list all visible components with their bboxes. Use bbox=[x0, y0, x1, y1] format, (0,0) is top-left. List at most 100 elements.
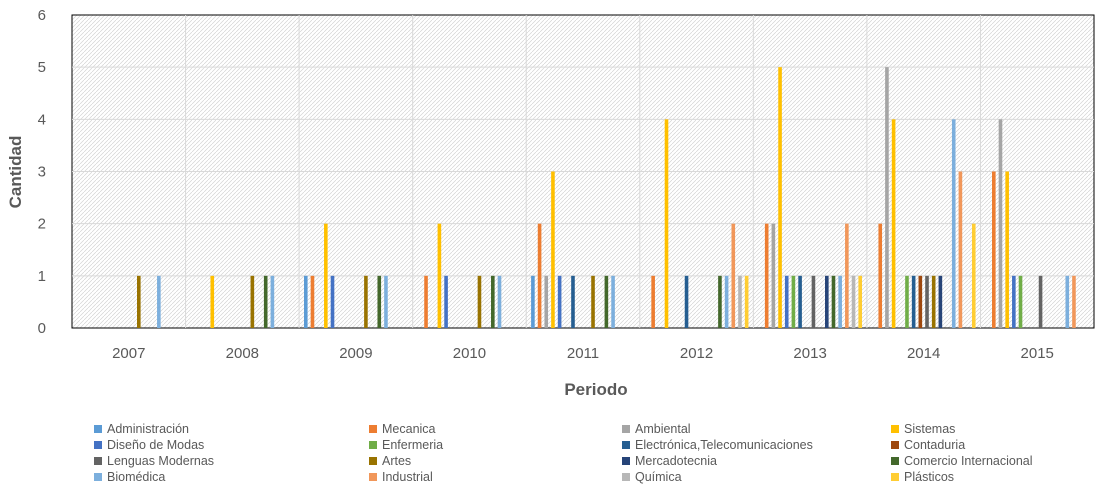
bar bbox=[1012, 275, 1016, 328]
legend-swatch bbox=[622, 425, 630, 433]
bar bbox=[477, 275, 482, 328]
legend-label: Artes bbox=[382, 454, 412, 468]
y-tick-label: 3 bbox=[38, 164, 46, 181]
bar bbox=[437, 223, 442, 328]
legend-label: Sistemas bbox=[904, 422, 956, 436]
bar bbox=[911, 275, 916, 328]
legend-item: Diseño de Modas bbox=[94, 438, 204, 454]
bars bbox=[137, 67, 1076, 329]
legend-swatch bbox=[94, 425, 102, 433]
legend-label: Enfermeria bbox=[382, 438, 444, 452]
bar bbox=[424, 275, 428, 328]
bar bbox=[798, 275, 802, 328]
bar bbox=[992, 171, 996, 328]
legend-label: Industrial bbox=[382, 470, 433, 484]
bar bbox=[1072, 275, 1076, 328]
legend-label: Mecanica bbox=[382, 422, 436, 436]
legend-swatch bbox=[94, 473, 102, 481]
legend-item: Química bbox=[622, 470, 682, 486]
bar bbox=[137, 275, 141, 328]
legend-swatch bbox=[622, 441, 630, 449]
y-axis-ticks: 0 1 2 3 4 5 6 bbox=[38, 7, 46, 337]
bar bbox=[784, 275, 789, 328]
legend-label: Diseño de Modas bbox=[107, 438, 205, 452]
bar bbox=[571, 275, 575, 328]
legend-item: Enfermeria bbox=[369, 438, 443, 454]
bar bbox=[858, 275, 863, 328]
legend-swatch bbox=[891, 441, 899, 449]
bar bbox=[838, 275, 842, 328]
legend-label: Mercadotecnia bbox=[635, 454, 717, 468]
bar bbox=[557, 275, 562, 328]
bar bbox=[537, 223, 542, 328]
bar bbox=[497, 275, 502, 328]
bar bbox=[718, 275, 722, 328]
bar bbox=[384, 275, 388, 328]
bar bbox=[731, 223, 736, 328]
legend-item: Administración bbox=[94, 422, 189, 438]
legend-swatch bbox=[369, 441, 377, 449]
bar bbox=[771, 223, 776, 328]
legend-item: Biomédica bbox=[94, 470, 165, 486]
x-tick-label: 2007 bbox=[112, 345, 145, 362]
bar bbox=[905, 275, 909, 328]
y-tick-label: 2 bbox=[38, 216, 46, 233]
legend-label: Ambiental bbox=[635, 422, 691, 436]
x-tick-label: 2015 bbox=[1021, 345, 1054, 362]
bar bbox=[778, 67, 782, 329]
bar bbox=[851, 275, 856, 328]
legend-label: Electrónica,Telecomunicaciones bbox=[635, 438, 813, 452]
x-tick-label: 2013 bbox=[793, 345, 826, 362]
legend-swatch bbox=[94, 457, 102, 465]
bar bbox=[604, 275, 609, 328]
legend-swatch bbox=[369, 457, 377, 465]
x-tick-label: 2012 bbox=[680, 345, 713, 362]
y-tick-label: 1 bbox=[38, 268, 46, 285]
gridlines bbox=[72, 15, 1094, 328]
x-tick-label: 2010 bbox=[453, 345, 486, 362]
bar bbox=[918, 275, 923, 328]
bar bbox=[998, 119, 1003, 328]
legend-label: Administración bbox=[107, 422, 189, 436]
legend-label: Contaduria bbox=[904, 438, 966, 452]
legend-item: Artes bbox=[369, 454, 411, 470]
y-tick-label: 5 bbox=[38, 59, 46, 76]
bar bbox=[250, 275, 255, 328]
bar bbox=[811, 275, 816, 328]
legend-item: Contaduria bbox=[891, 438, 965, 454]
bar bbox=[310, 275, 315, 328]
x-axis-title: Periodo bbox=[564, 380, 627, 399]
legend-item: Electrónica,Telecomunicaciones bbox=[622, 438, 813, 454]
y-tick-label: 6 bbox=[38, 7, 46, 24]
bar bbox=[764, 223, 769, 328]
bar bbox=[591, 275, 595, 328]
bar bbox=[651, 275, 655, 328]
bar bbox=[551, 171, 555, 328]
legend-item: Sistemas bbox=[891, 422, 955, 438]
bar bbox=[330, 275, 335, 328]
bar bbox=[738, 275, 742, 328]
x-tick-label: 2011 bbox=[567, 345, 599, 362]
legend-item: Plásticos bbox=[891, 470, 954, 486]
legend-label: Comercio Internacional bbox=[904, 454, 1033, 468]
x-axis-ticks: 2007 2008 2009 2010 2011 2012 2013 2014 2015 bbox=[112, 345, 1054, 362]
bar bbox=[303, 275, 308, 328]
bar bbox=[885, 67, 889, 329]
legend-label: Biomédica bbox=[107, 470, 166, 484]
bar bbox=[270, 275, 275, 328]
legend-swatch bbox=[891, 457, 899, 465]
legend-swatch bbox=[622, 473, 630, 481]
legend-item: Mercadotecnia bbox=[622, 454, 717, 470]
bar bbox=[791, 275, 796, 328]
legend-swatch bbox=[891, 473, 899, 481]
legend-label: Química bbox=[635, 470, 682, 484]
bar bbox=[891, 119, 896, 328]
legend-item: Mecanica bbox=[369, 422, 436, 438]
legend-label: Lenguas Modernas bbox=[107, 454, 215, 468]
legend-swatch bbox=[94, 441, 102, 449]
bar bbox=[724, 275, 729, 328]
bar bbox=[324, 223, 328, 328]
x-tick-label: 2008 bbox=[226, 345, 259, 362]
bar bbox=[664, 119, 669, 328]
